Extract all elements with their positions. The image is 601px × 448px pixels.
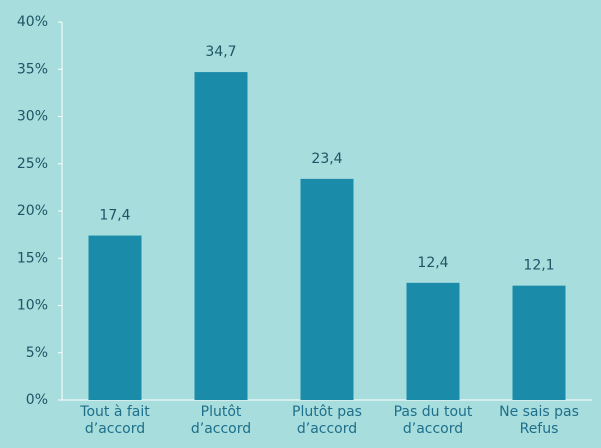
- data-label: 23,4: [311, 151, 342, 167]
- x-tick-label: Tout à fait d’accord: [80, 404, 150, 437]
- bar: [194, 72, 248, 401]
- bar: [406, 282, 460, 400]
- y-tick-label: 10%: [17, 298, 48, 314]
- y-tick-label: 20%: [17, 203, 48, 219]
- data-label: 34,7: [205, 44, 236, 60]
- y-tick-label: 35%: [17, 61, 48, 77]
- bar: [300, 178, 354, 400]
- y-tick-label: 30%: [17, 109, 48, 125]
- y-tick-label: 15%: [17, 250, 48, 266]
- data-label: 17,4: [99, 208, 130, 224]
- x-tick-label: Plutôt pas d’accord: [292, 404, 362, 437]
- bar: [512, 285, 566, 400]
- x-tick-label: Plutôt d’accord: [190, 404, 252, 437]
- data-label: 12,4: [417, 255, 448, 271]
- y-tick-label: 40%: [17, 14, 48, 30]
- y-tick-label: 25%: [17, 156, 48, 172]
- y-tick-label: 5%: [26, 345, 48, 361]
- x-tick-label: Ne sais pas Refus: [499, 404, 579, 437]
- bar: [88, 235, 142, 400]
- y-tick-label: 0%: [26, 392, 48, 408]
- data-label: 12,1: [523, 258, 554, 274]
- x-tick-label: Pas du tout d’accord: [393, 404, 473, 437]
